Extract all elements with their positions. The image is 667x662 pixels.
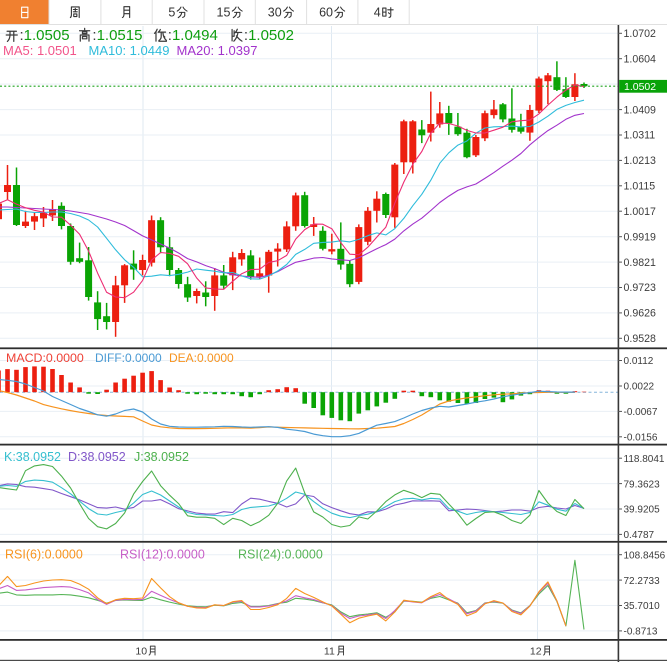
svg-text:MA10: 1.0449: MA10: 1.0449 — [89, 43, 170, 58]
svg-text:1.0311: 1.0311 — [624, 130, 656, 142]
svg-text:RSI(6):0.0000: RSI(6):0.0000 — [5, 548, 83, 562]
svg-text:72.2733: 72.2733 — [624, 576, 661, 587]
svg-text:5: 5 — [168, 6, 175, 20]
svg-text:0.0112: 0.0112 — [624, 356, 654, 367]
svg-text:30: 30 — [268, 6, 282, 20]
svg-text:118.8041: 118.8041 — [624, 454, 665, 465]
svg-text:15: 15 — [217, 6, 231, 20]
svg-text:DIFF:0.0000: DIFF:0.0000 — [95, 351, 162, 365]
svg-text:35.7010: 35.7010 — [624, 601, 661, 612]
svg-text:0.0022: 0.0022 — [624, 382, 655, 393]
svg-text:12: 12 — [530, 646, 542, 658]
svg-text:1.0115: 1.0115 — [624, 181, 656, 193]
svg-text:DEA:0.0000: DEA:0.0000 — [169, 351, 234, 365]
svg-text::1.0515: :1.0515 — [92, 27, 142, 44]
svg-text:39.9205: 39.9205 — [624, 505, 661, 516]
svg-text:K:38.0952: K:38.0952 — [4, 450, 61, 464]
svg-text:0.9626: 0.9626 — [624, 308, 657, 320]
svg-text:79.3623: 79.3623 — [624, 479, 661, 490]
svg-text:108.8456: 108.8456 — [624, 550, 666, 561]
svg-text:0.9723: 0.9723 — [624, 282, 657, 294]
svg-text:0.9821: 0.9821 — [624, 257, 657, 269]
svg-text:1.0409: 1.0409 — [624, 104, 657, 116]
svg-text:0.4787: 0.4787 — [624, 530, 655, 541]
svg-text:1.0604: 1.0604 — [624, 53, 657, 65]
svg-text:-0.0156: -0.0156 — [624, 433, 658, 444]
svg-text:RSI(12):0.0000: RSI(12):0.0000 — [120, 548, 205, 562]
svg-text::1.0505: :1.0505 — [20, 27, 70, 44]
svg-text:1.0213: 1.0213 — [624, 155, 657, 167]
svg-text:1.0017: 1.0017 — [624, 206, 657, 218]
svg-text:0.9919: 0.9919 — [624, 231, 657, 243]
svg-text:0.9528: 0.9528 — [624, 333, 657, 345]
svg-text:10: 10 — [135, 646, 147, 658]
svg-text:-0.8713: -0.8713 — [624, 627, 658, 638]
svg-text:D:38.0952: D:38.0952 — [68, 450, 126, 464]
svg-text::1.0494: :1.0494 — [168, 27, 218, 44]
svg-text:4: 4 — [374, 6, 381, 20]
svg-text:MA5: 1.0501: MA5: 1.0501 — [3, 43, 77, 58]
svg-text:11: 11 — [324, 646, 335, 658]
svg-text:J:38.0952: J:38.0952 — [134, 450, 189, 464]
svg-text:60: 60 — [319, 6, 333, 20]
svg-text:MA20: 1.0397: MA20: 1.0397 — [177, 43, 258, 58]
svg-text::1.0502: :1.0502 — [244, 27, 294, 44]
svg-text:MACD:0.0000: MACD:0.0000 — [6, 351, 84, 365]
svg-text:1.0502: 1.0502 — [624, 81, 656, 93]
svg-text:RSI(24):0.0000: RSI(24):0.0000 — [238, 548, 323, 562]
svg-text:1.0702: 1.0702 — [624, 28, 657, 40]
svg-text:-0.0067: -0.0067 — [624, 407, 658, 418]
